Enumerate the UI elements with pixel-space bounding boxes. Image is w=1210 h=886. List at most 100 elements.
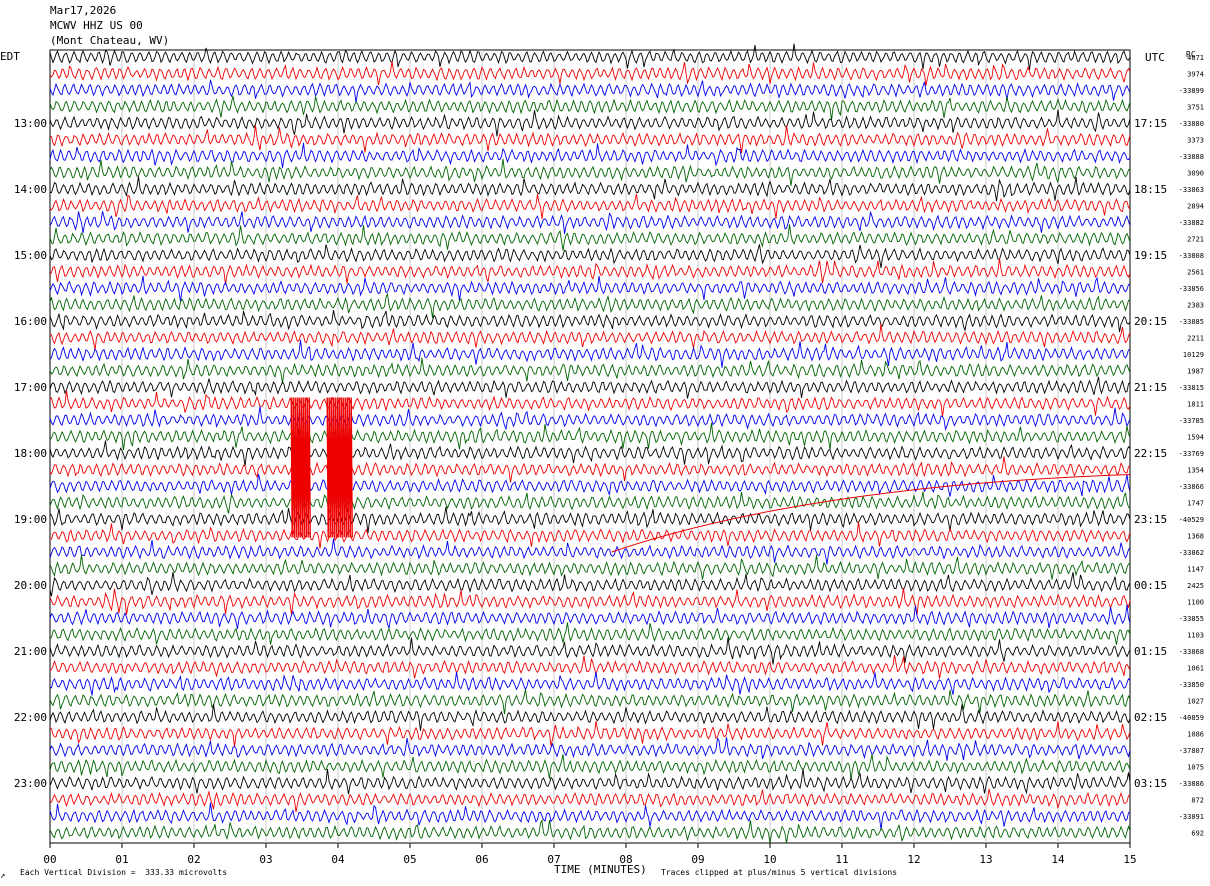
trace-row	[49, 258, 1131, 285]
row-offset-label: -33882	[1179, 219, 1204, 227]
x-tick-label: 14	[1051, 853, 1065, 866]
trace-row	[49, 210, 1131, 234]
left-hour-label: 14:00	[14, 183, 47, 196]
trace-row	[50, 521, 1131, 549]
left-hour-label: 23:00	[14, 777, 47, 790]
row-offset-label: 692	[1191, 830, 1204, 838]
right-corner-label: RC	[1186, 50, 1196, 59]
trace-row	[49, 376, 1131, 399]
trace-row	[49, 554, 1131, 580]
trace-row	[49, 788, 1131, 813]
left-hour-label: 19:00	[14, 513, 47, 526]
right-hour-label: 17:15	[1134, 117, 1167, 130]
row-offset-label: -33868	[1179, 648, 1204, 656]
row-offset-label: 1987	[1187, 368, 1204, 376]
row-offset-label: 2894	[1187, 203, 1204, 211]
row-offset-label: -33899	[1179, 87, 1204, 95]
row-offset-label: 10129	[1183, 351, 1204, 359]
trace-row	[49, 244, 1131, 269]
x-axis-title: TIME (MINUTES)	[554, 863, 647, 876]
row-offset-label: 2211	[1187, 335, 1204, 343]
row-offset-label: 1075	[1187, 764, 1204, 772]
left-hour-label: 17:00	[14, 381, 47, 394]
header-date: Mar17,2026	[50, 4, 117, 17]
row-offset-label: -33863	[1179, 186, 1204, 194]
trace-row	[49, 473, 1131, 497]
trace-row	[49, 655, 1131, 679]
x-tick-label: 08	[619, 853, 632, 866]
x-tick-label: 15	[1123, 853, 1136, 866]
left-hour-label: 15:00	[14, 249, 47, 262]
trace-row	[49, 672, 1131, 696]
left-hour-label: 20:00	[14, 579, 47, 592]
header-location: (Mont Chateau, WV)	[50, 34, 170, 47]
trace-row	[49, 43, 1131, 71]
trace-row	[49, 275, 1131, 302]
x-tick-label: 04	[331, 853, 345, 866]
x-tick-label: 01	[115, 853, 128, 866]
row-offset-label: -37807	[1179, 747, 1204, 755]
row-offset-label: -40529	[1179, 516, 1204, 524]
right-hour-label: 00:15	[1134, 579, 1167, 592]
right-timezone-label: UTC	[1145, 51, 1165, 64]
right-hour-label: 03:15	[1134, 777, 1167, 790]
trace-row	[49, 588, 1131, 616]
trace-row	[49, 142, 1131, 168]
row-offset-label: 2721	[1187, 236, 1204, 244]
plot-frame	[49, 49, 1131, 844]
trace-row	[49, 440, 1131, 467]
drift-trace	[611, 473, 1131, 553]
right-hour-label: 02:15	[1134, 711, 1167, 724]
trace-row	[49, 109, 1131, 137]
row-offset-label: -33886	[1179, 780, 1204, 788]
footer-logo-mark: ↗	[0, 871, 6, 881]
trace-row	[49, 572, 1131, 597]
right-hour-label: 21:15	[1134, 381, 1167, 394]
chart-labels: 00 01 02 03 04 05 06 07 08 09 10 11 12 13 14 15 13:00 14:…	[14, 54, 1204, 866]
row-offset-label: 1594	[1187, 434, 1204, 442]
x-tick-label: 02	[187, 853, 200, 866]
right-hour-label: 18:15	[1134, 183, 1167, 196]
trace-row	[49, 323, 1131, 351]
clipped-event-trace	[326, 397, 353, 538]
row-offset-label: -33885	[1179, 318, 1204, 326]
row-offset-label: 1103	[1187, 632, 1204, 640]
trace-row	[49, 802, 1131, 830]
trace-row	[49, 506, 1131, 534]
trace-row	[49, 538, 1131, 565]
x-tick-label: 05	[403, 853, 416, 866]
row-offset-label: 3090	[1187, 170, 1204, 178]
row-offset-label: -33891	[1179, 813, 1204, 821]
left-hour-label: 16:00	[14, 315, 47, 328]
trace-row	[49, 292, 1131, 318]
row-offset-label: -33866	[1179, 483, 1204, 491]
right-hour-label: 01:15	[1134, 645, 1167, 658]
trace-row	[49, 604, 1131, 630]
row-offset-label: 2561	[1187, 269, 1204, 277]
header-station: MCWV HHZ US 00	[50, 19, 143, 32]
right-hour-label: 23:15	[1134, 513, 1167, 526]
right-hour-label: 19:15	[1134, 249, 1167, 262]
row-offset-label: -33769	[1179, 450, 1204, 458]
trace-row	[49, 193, 1131, 219]
trace-row	[49, 768, 1131, 795]
row-offset-label: 1086	[1187, 731, 1204, 739]
row-offset-label: -33888	[1179, 153, 1204, 161]
trace-row	[49, 456, 1131, 483]
left-hour-label: 21:00	[14, 645, 47, 658]
trace-row	[49, 703, 1131, 731]
x-tick-label: 10	[763, 853, 776, 866]
left-hour-label: 18:00	[14, 447, 47, 460]
row-offset-label: 872	[1191, 797, 1204, 805]
trace-row	[49, 818, 1131, 844]
row-offset-label: -33862	[1179, 549, 1204, 557]
trace-row	[49, 79, 1131, 104]
trace-row	[49, 390, 1131, 417]
right-hour-label: 20:15	[1134, 315, 1167, 328]
x-tick-label: 12	[907, 853, 920, 866]
x-tick-label: 07	[547, 853, 560, 866]
x-tick-label: 09	[691, 853, 704, 866]
row-offset-label: 3373	[1187, 137, 1204, 145]
row-offset-label: -40859	[1179, 714, 1204, 722]
trace-row	[49, 339, 1131, 368]
